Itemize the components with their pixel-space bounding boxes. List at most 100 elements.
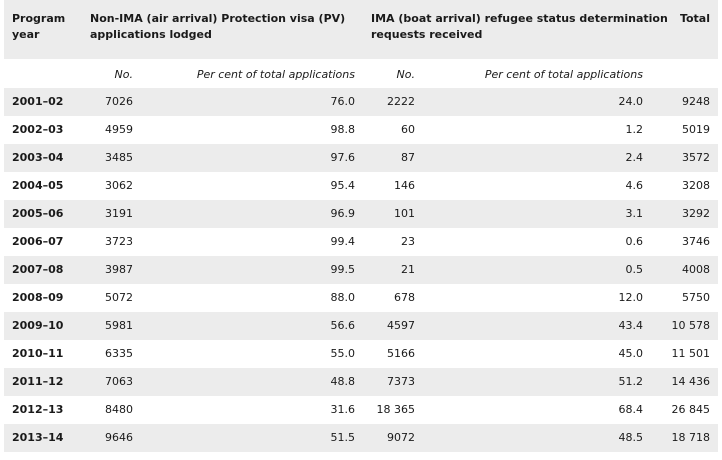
cell-ima-no: 5166 — [387, 347, 415, 360]
header-non-ima-line1: Non-IMA (air arrival) Protection visa (P… — [90, 12, 346, 25]
table-row: 2002–03 4959 98.8 60 1.2 5019 — [4, 116, 718, 144]
cell-total: 5750 — [682, 291, 710, 304]
cell-ima-no: 9072 — [387, 431, 415, 444]
header-total: Total — [679, 12, 710, 25]
cell-ima-no: 23 — [401, 235, 415, 248]
cell-ima-no: 18 365 — [376, 403, 416, 416]
cell-ima-pct: 4.6 — [625, 179, 644, 192]
cell-year: 2001–02 — [12, 95, 64, 108]
cell-non-ima-no: 3485 — [105, 151, 133, 164]
cell-total: 26 845 — [671, 403, 711, 416]
cell-total: 18 718 — [671, 431, 711, 444]
table-row: 2004–05 3062 95.4 146 4.6 3208 — [4, 172, 718, 200]
table-row: 2006–07 3723 99.4 23 0.6 3746 — [4, 228, 718, 256]
cell-year: 2007–08 — [12, 263, 64, 276]
header-program-year-line1: Program — [12, 12, 66, 25]
cell-ima-no: 21 — [401, 263, 415, 276]
table-row: 2011–12 7063 48.8 7373 51.2 14 436 — [4, 368, 718, 396]
cell-ima-no: 2222 — [387, 95, 415, 108]
cell-year: 2006–07 — [12, 235, 64, 248]
cell-total: 5019 — [682, 123, 710, 136]
table-row: 2009–10 5981 56.6 4597 43.4 10 578 — [4, 312, 718, 340]
cell-total: 9248 — [682, 95, 710, 108]
cell-ima-pct: 48.5 — [618, 431, 644, 444]
cell-non-ima-pct: 96.9 — [330, 207, 356, 220]
cell-non-ima-no: 7026 — [105, 95, 133, 108]
cell-year: 2002–03 — [12, 123, 64, 136]
cell-year: 2005–06 — [12, 207, 64, 220]
table-row: 2008–09 5072 88.0 678 12.0 5750 — [4, 284, 718, 312]
cell-ima-no: 101 — [394, 207, 415, 220]
table-row: 2013–14 9646 51.5 9072 48.5 18 718 — [4, 424, 718, 452]
cell-total: 3572 — [682, 151, 710, 164]
table-row: 2003–04 3485 97.6 87 2.4 3572 — [4, 144, 718, 172]
cell-total: 3208 — [682, 179, 710, 192]
cell-total: 3292 — [682, 207, 710, 220]
header-program-year-line2: year — [12, 28, 40, 41]
table-row: 2012–13 8480 31.6 18 365 68.4 26 845 — [4, 396, 718, 424]
cell-ima-pct: 0.5 — [625, 263, 644, 276]
header-ima-line1: IMA (boat arrival) refugee status determ… — [371, 12, 668, 25]
table-row: 2005–06 3191 96.9 101 3.1 3292 — [4, 200, 718, 228]
cell-ima-no: 87 — [401, 151, 415, 164]
cell-total: 14 436 — [671, 375, 711, 388]
cell-non-ima-pct: 76.0 — [330, 95, 356, 108]
cell-ima-no: 678 — [394, 291, 415, 304]
cell-total: 11 501 — [671, 347, 711, 360]
cell-ima-pct: 45.0 — [618, 347, 644, 360]
subheader-ima-pct: Per cent of total applications — [484, 68, 643, 81]
cell-ima-pct: 1.2 — [625, 123, 644, 136]
cell-non-ima-no: 6335 — [105, 347, 133, 360]
cell-non-ima-pct: 56.6 — [330, 319, 356, 332]
table-row: 2010–11 6335 55.0 5166 45.0 11 501 — [4, 340, 718, 368]
cell-ima-no: 7373 — [387, 375, 415, 388]
cell-total: 10 578 — [671, 319, 711, 332]
cell-non-ima-no: 5981 — [105, 319, 133, 332]
header-non-ima-line2: applications lodged — [90, 28, 212, 41]
cell-non-ima-no: 7063 — [105, 375, 133, 388]
cell-non-ima-pct: 95.4 — [330, 179, 356, 192]
cell-year: 2010–11 — [12, 347, 64, 360]
cell-non-ima-pct: 88.0 — [330, 291, 356, 304]
cell-ima-pct: 3.1 — [625, 207, 644, 220]
cell-ima-no: 146 — [394, 179, 415, 192]
cell-total: 3746 — [682, 235, 710, 248]
table-header: Program year Non-IMA (air arrival) Prote… — [4, 0, 718, 59]
cell-non-ima-pct: 99.4 — [330, 235, 356, 248]
table-row: 2001–02 7026 76.0 2222 24.0 9248 — [4, 88, 718, 116]
cell-year: 2011–12 — [12, 375, 64, 388]
cell-ima-no: 60 — [401, 123, 415, 136]
cell-ima-pct: 12.0 — [618, 291, 644, 304]
subheader-non-ima-no: No. — [114, 68, 133, 81]
table-row: 2007–08 3987 99.5 21 0.5 4008 — [4, 256, 718, 284]
cell-non-ima-pct: 48.8 — [330, 375, 356, 388]
cell-year: 2004–05 — [12, 179, 64, 192]
table-subheader: No. Per cent of total applications No. P… — [4, 59, 718, 88]
cell-non-ima-no: 3723 — [105, 235, 133, 248]
cell-non-ima-pct: 97.6 — [330, 151, 356, 164]
header-program-year: Program year — [12, 11, 65, 43]
cell-non-ima-pct: 55.0 — [330, 347, 356, 360]
cell-year: 2003–04 — [12, 151, 64, 164]
cell-non-ima-no: 4959 — [105, 123, 133, 136]
cell-non-ima-no: 8480 — [105, 403, 133, 416]
cell-non-ima-pct: 99.5 — [330, 263, 356, 276]
cell-ima-pct: 2.4 — [625, 151, 644, 164]
header-ima-line2: requests received — [371, 28, 483, 41]
cell-ima-pct: 0.6 — [625, 235, 644, 248]
cell-non-ima-pct: 51.5 — [330, 431, 356, 444]
cell-ima-no: 4597 — [387, 319, 415, 332]
cell-non-ima-no: 3191 — [105, 207, 133, 220]
cell-non-ima-pct: 31.6 — [330, 403, 356, 416]
cell-ima-pct: 51.2 — [618, 375, 644, 388]
cell-total: 4008 — [682, 263, 710, 276]
cell-non-ima-no: 3062 — [105, 179, 133, 192]
subheader-non-ima-pct: Per cent of total applications — [196, 68, 355, 81]
cell-non-ima-pct: 98.8 — [330, 123, 356, 136]
header-non-ima: Non-IMA (air arrival) Protection visa (P… — [90, 11, 345, 43]
cell-ima-pct: 24.0 — [618, 95, 644, 108]
cell-year: 2012–13 — [12, 403, 64, 416]
cell-non-ima-no: 5072 — [105, 291, 133, 304]
cell-non-ima-no: 3987 — [105, 263, 133, 276]
